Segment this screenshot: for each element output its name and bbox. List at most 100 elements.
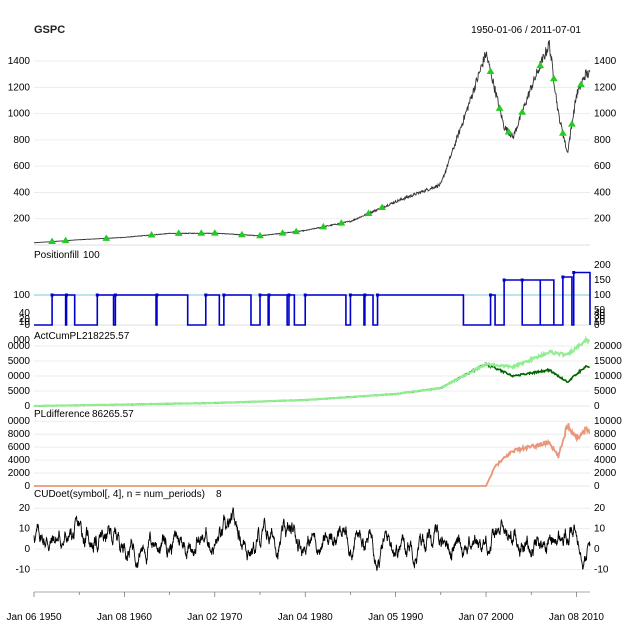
cudo-last-value: 8 — [216, 489, 222, 500]
pldiff-y-tick-left: 2000 — [8, 468, 31, 479]
position-marker — [561, 275, 565, 279]
position-y-tick-right: 150 — [594, 275, 611, 286]
position-marker — [363, 293, 367, 297]
position-y-tick-right: 30 — [594, 311, 606, 322]
actcumpl-y-tick-right: 0 — [594, 401, 600, 412]
trade-marker — [504, 128, 513, 135]
x-axis-ticks: Jan 06 1950 Jan 08 1960 Jan 02 1970 Jan 04 … — [6, 591, 604, 623]
pldiff-y-tick-left: 0 — [24, 481, 30, 492]
price-y-tick-right: 1200 — [594, 82, 617, 93]
position-marker — [258, 293, 262, 297]
pldiff-y-tick-right: 4000 — [594, 455, 617, 466]
price-y-tick-right: 1000 — [594, 109, 617, 120]
price-y-tick-left: 1200 — [8, 82, 31, 93]
position-marker — [113, 293, 117, 297]
actcumpl-y-tick-right: 10000 — [594, 371, 622, 382]
pldiff-last-value: 86265.57 — [92, 409, 134, 420]
trade-marker — [378, 203, 386, 211]
position-y-tick-right: 10 — [594, 317, 606, 328]
pldiff-y-tick-right: 10000 — [594, 416, 622, 427]
pldiff-y-tick-right: 6000 — [594, 442, 617, 453]
position-marker — [65, 293, 69, 297]
position-marker — [502, 278, 506, 282]
position-y-tick-left: 20 — [19, 314, 31, 325]
x-tick-label: Jan 05 1990 — [368, 612, 423, 623]
actcumpl-y-tick-right: 5000 — [594, 386, 617, 397]
series-layer — [33, 40, 591, 571]
position-marker — [348, 293, 352, 297]
pldiff-y-tick-left: 6000 — [8, 442, 31, 453]
pldiff-panel-label: PLdifference — [34, 409, 90, 420]
position-marker — [489, 293, 493, 297]
cudo-series-line — [33, 507, 591, 571]
x-tick-label: Jan 07 2000 — [459, 612, 514, 623]
x-tick-label: Jan 02 1970 — [187, 612, 242, 623]
date-range-label: 1950-01-06 / 2011-07-01 — [471, 25, 581, 36]
pldiff-y-tick-right: 2000 — [594, 468, 617, 479]
trade-marker — [319, 222, 328, 230]
trade-marker — [292, 227, 301, 235]
actcumpl-y-tick-left: 000 — [13, 335, 30, 346]
cudo-y-tick-right: 0 — [594, 544, 600, 555]
actcumpl-last-value: 218225.57 — [82, 331, 130, 342]
cudo-y-tick-left: 20 — [19, 503, 31, 514]
price-y-tick-left: 400 — [13, 187, 30, 198]
trade-marker — [174, 229, 183, 236]
position-y-tick-right: 20 — [594, 314, 606, 325]
position-y-tick-left: 40 — [19, 308, 31, 319]
x-tick-label: Jan 04 1980 — [278, 612, 333, 623]
trade-marker — [518, 108, 527, 115]
pldiff-y-tick-right: 0 — [594, 481, 600, 492]
x-tick-label: Jan 06 1950 — [6, 612, 61, 623]
price-y-tick-right: 400 — [594, 187, 611, 198]
trade-marker — [210, 229, 219, 236]
price-y-tick-right: 600 — [594, 161, 611, 172]
trade-marker — [568, 120, 576, 127]
trade-marker — [577, 80, 585, 88]
price-y-tick-right: 1400 — [594, 56, 617, 67]
pldiff-series-line — [34, 423, 591, 487]
position-marker — [520, 278, 524, 282]
position-marker — [155, 293, 159, 297]
position-y-tick-right: 200 — [594, 260, 611, 271]
pldiff-y-tick-left: 4000 — [8, 455, 31, 466]
cudo-y-tick-left: 10 — [19, 524, 31, 535]
trade-marker — [364, 209, 373, 216]
position-y-tick-left: 10 — [19, 317, 31, 328]
trade-marker — [278, 229, 287, 236]
position-marker — [267, 293, 271, 297]
position-y-tick-left: 100 — [13, 290, 30, 301]
trade-marker — [495, 104, 504, 111]
trade-marker — [558, 129, 567, 136]
price-series-line — [33, 40, 591, 244]
cudo-panel-label: CUDoet(symbol[, 4], n = num_periods) — [34, 489, 205, 500]
actcumpl-y-tick-left: 0 — [24, 401, 30, 412]
price-y-tick-left: 200 — [13, 214, 30, 225]
trade-marker — [238, 230, 246, 238]
actcumpl-y-tick-left: 0000 — [8, 341, 31, 352]
position-marker — [572, 271, 576, 274]
actcumpl-y-tick-left: 5000 — [8, 386, 31, 397]
position-last-value: 100 — [83, 250, 100, 261]
pldiff-y-tick-left: 8000 — [8, 429, 31, 440]
pldiff-y-tick-left: 0000 — [8, 416, 31, 427]
cudo-y-tick-right: 20 — [594, 503, 606, 514]
price-y-tick-right: 800 — [594, 135, 611, 146]
price-y-tick-left: 800 — [13, 135, 30, 146]
trade-marker — [147, 231, 156, 238]
trade-marker — [61, 236, 70, 244]
trade-marker — [102, 234, 111, 241]
trade-marker — [48, 237, 56, 245]
trade-marker — [197, 229, 206, 236]
position-series-line — [34, 271, 591, 326]
actcumpl-series-line — [33, 335, 591, 408]
x-tick-label: Jan 08 1960 — [97, 612, 152, 623]
actcumpl-y-tick-left: 5000 — [8, 356, 31, 367]
trade-marker — [536, 61, 545, 69]
actcumpl-y-tick-right: 15000 — [594, 356, 622, 367]
position-marker — [376, 293, 380, 297]
trade-marker — [486, 67, 495, 75]
chart-title: GSPC — [34, 24, 65, 36]
